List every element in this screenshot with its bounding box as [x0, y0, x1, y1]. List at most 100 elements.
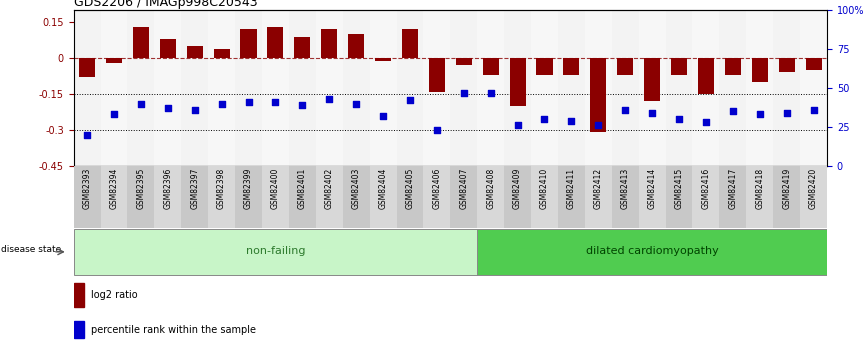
Bar [617, 58, 633, 75]
Text: GSM82411: GSM82411 [567, 167, 576, 209]
Bar [370, 166, 397, 228]
Bar [644, 58, 660, 101]
Bar [800, 10, 827, 166]
Bar [746, 10, 773, 166]
Bar [241, 29, 256, 58]
Bar [531, 166, 558, 228]
Bar [181, 166, 208, 228]
Text: GSM82414: GSM82414 [648, 167, 656, 209]
FancyBboxPatch shape [477, 229, 827, 275]
Text: GSM82395: GSM82395 [136, 167, 145, 209]
Bar [666, 166, 693, 228]
Point [699, 119, 713, 125]
Bar [720, 10, 746, 166]
Bar [611, 166, 638, 228]
Bar [343, 166, 370, 228]
Bar [558, 10, 585, 166]
Bar [316, 10, 343, 166]
Bar [504, 10, 531, 166]
Bar [348, 34, 365, 58]
Text: GSM82400: GSM82400 [271, 167, 280, 209]
Point [134, 101, 148, 106]
Bar [74, 321, 85, 338]
Text: GSM82416: GSM82416 [701, 167, 710, 209]
Point [107, 112, 121, 117]
Bar [638, 10, 666, 166]
Text: GSM82397: GSM82397 [191, 167, 199, 209]
Bar [289, 10, 316, 166]
Bar [611, 10, 638, 166]
Bar [773, 166, 800, 228]
Point [81, 132, 94, 137]
Bar [343, 10, 370, 166]
Point [591, 122, 605, 128]
Bar [268, 27, 283, 58]
Bar [316, 166, 343, 228]
Bar [187, 46, 203, 58]
Bar [74, 283, 85, 307]
Text: GSM82393: GSM82393 [82, 167, 92, 209]
Bar [370, 10, 397, 166]
Bar [159, 39, 176, 58]
Bar [402, 29, 418, 58]
Text: GSM82409: GSM82409 [513, 167, 522, 209]
Point [322, 96, 336, 102]
Bar [482, 58, 499, 75]
Point [565, 118, 578, 124]
Bar [397, 166, 423, 228]
Point [457, 90, 471, 96]
Bar [671, 58, 687, 75]
Point [538, 116, 552, 122]
Bar [805, 58, 822, 70]
Bar [321, 29, 337, 58]
Point [806, 107, 820, 112]
Bar [214, 49, 229, 58]
Bar [208, 166, 235, 228]
Bar [235, 166, 262, 228]
Point [242, 99, 255, 105]
Bar [746, 166, 773, 228]
Bar [154, 10, 181, 166]
Bar [127, 10, 154, 166]
Point [645, 110, 659, 116]
Bar [477, 10, 504, 166]
Bar [100, 166, 127, 228]
FancyBboxPatch shape [74, 229, 477, 275]
Bar [585, 10, 611, 166]
Text: GSM82402: GSM82402 [325, 167, 333, 209]
Text: GSM82419: GSM82419 [782, 167, 792, 209]
Point [430, 127, 443, 133]
Point [215, 101, 229, 106]
Bar [509, 58, 526, 106]
Text: GSM82403: GSM82403 [352, 167, 360, 209]
Text: disease state: disease state [2, 245, 61, 254]
Text: GSM82413: GSM82413 [621, 167, 630, 209]
Bar [429, 58, 445, 91]
Text: GSM82415: GSM82415 [675, 167, 683, 209]
Point [403, 98, 417, 103]
Bar [235, 10, 262, 166]
Text: GSM82404: GSM82404 [378, 167, 388, 209]
Point [618, 107, 632, 112]
Text: log2 ratio: log2 ratio [91, 290, 138, 300]
Text: GSM82405: GSM82405 [405, 167, 415, 209]
Bar [800, 166, 827, 228]
Bar [397, 10, 423, 166]
Bar [79, 58, 95, 77]
Text: non-failing: non-failing [246, 246, 305, 256]
Point [511, 122, 525, 128]
Text: GSM82406: GSM82406 [432, 167, 442, 209]
Text: dilated cardiomyopathy: dilated cardiomyopathy [585, 246, 719, 256]
Text: GSM82420: GSM82420 [809, 167, 818, 209]
Bar [127, 166, 154, 228]
Point [295, 102, 309, 108]
Point [188, 107, 202, 112]
Bar [262, 166, 289, 228]
Text: GSM82398: GSM82398 [217, 167, 226, 209]
Bar [693, 166, 720, 228]
Bar [725, 58, 741, 75]
Point [484, 90, 498, 96]
Text: percentile rank within the sample: percentile rank within the sample [91, 325, 256, 335]
Point [161, 106, 175, 111]
Point [726, 108, 740, 114]
